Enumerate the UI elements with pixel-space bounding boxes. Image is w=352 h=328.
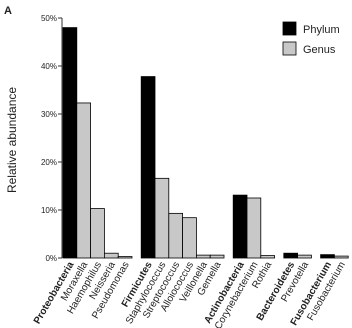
bar [209,254,225,259]
bar [232,194,248,259]
y-tick-label: 10% [41,206,57,215]
legend-label: Phylum [303,24,340,36]
y-axis-label: Relative abundance [5,87,19,193]
legend-label: Genus [303,44,336,56]
bar [195,254,211,259]
bar [297,254,312,259]
bar [260,255,275,259]
bar [154,177,170,259]
bar [62,27,78,259]
y-tick-label: 20% [41,158,57,167]
bar [117,256,133,259]
legend-swatch [282,21,297,36]
bar [333,255,349,259]
y-tick-label: 30% [41,110,57,119]
bar [182,217,197,259]
y-tick-label: 0% [45,254,57,263]
bar [168,212,184,259]
bar [283,252,298,259]
legend-swatch [282,41,297,56]
bar [140,76,156,259]
y-tick-label: 50% [41,14,57,23]
bar [320,254,335,259]
panel-label: A [4,5,12,17]
y-tick-label: 40% [41,62,57,71]
bar [90,208,105,259]
bar [246,197,262,259]
bar [76,102,92,259]
bar [104,252,119,259]
